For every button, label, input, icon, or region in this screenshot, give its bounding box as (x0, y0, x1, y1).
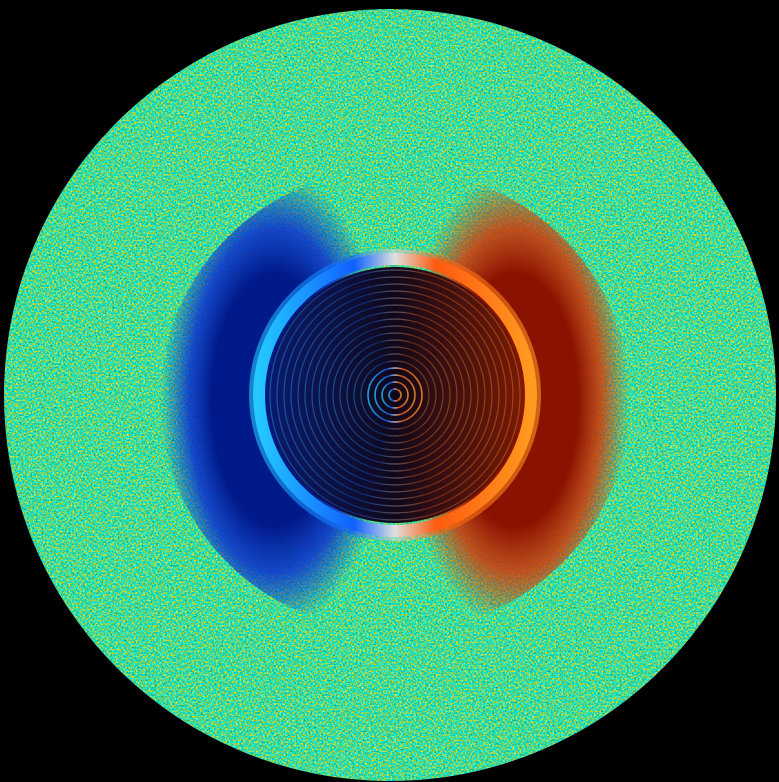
ring (381, 381, 409, 409)
ring (283, 283, 507, 507)
ring (332, 332, 458, 458)
ring (325, 325, 465, 465)
ring (297, 297, 493, 493)
ring (318, 318, 472, 472)
ring (367, 367, 423, 423)
ring (374, 374, 416, 416)
outer-ring-edge (249, 249, 541, 541)
ring (388, 388, 402, 402)
ring (304, 304, 486, 486)
ring (346, 346, 444, 444)
outer-ring (253, 253, 537, 537)
concentric-rings (269, 269, 521, 521)
ring (269, 269, 521, 521)
ring (290, 290, 500, 500)
ring (311, 311, 479, 479)
ring (276, 276, 514, 514)
ring (360, 360, 430, 430)
ring (339, 339, 451, 451)
ring (353, 353, 437, 437)
